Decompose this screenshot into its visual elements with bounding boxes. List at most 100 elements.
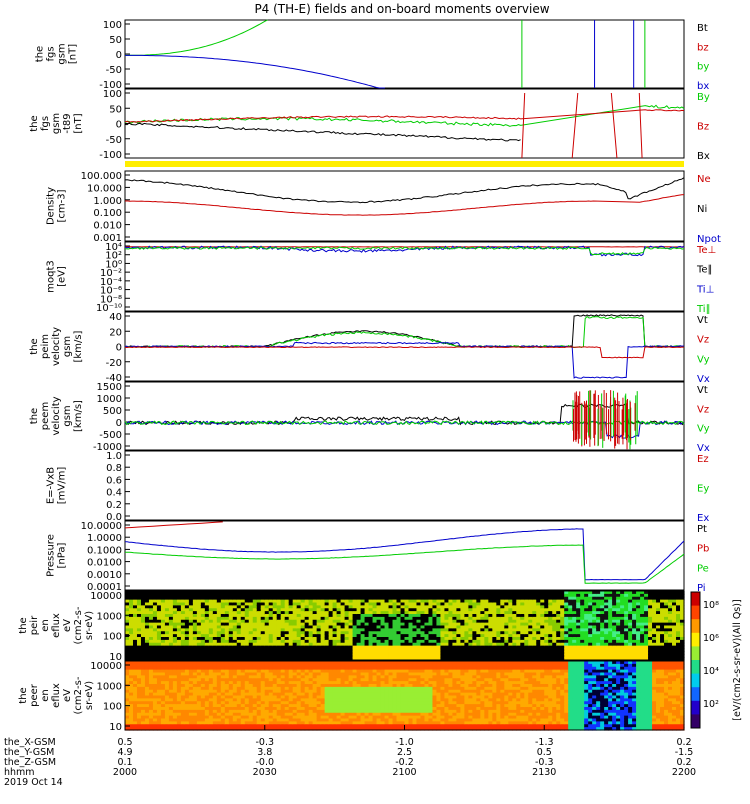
y-tick-label: -50 bbox=[106, 135, 122, 146]
y-axis-label-line: [cm-3] bbox=[57, 189, 68, 222]
y-tick-label: 10000 bbox=[90, 591, 122, 602]
y-tick-label: 0.100 bbox=[93, 208, 122, 219]
legend-Vy: Vy bbox=[697, 354, 710, 365]
y-axis-label-line: sr-eV) bbox=[84, 611, 95, 640]
legend-Ez: Ez bbox=[697, 454, 709, 465]
y-axis-label-line: velocity bbox=[51, 327, 62, 366]
y-tick-label: 40 bbox=[109, 312, 122, 323]
y-tick-label: -50 bbox=[106, 65, 122, 76]
legend-Vx: Vx bbox=[697, 443, 710, 454]
y-tick-label: 500 bbox=[103, 406, 122, 417]
y-axis-label-line: gsm bbox=[62, 336, 73, 357]
y-axis-label-line: [nT] bbox=[68, 44, 79, 64]
y-axis-label-line: E=-VxB bbox=[46, 467, 57, 504]
y-axis-label-line: peir bbox=[29, 615, 40, 635]
legend-Bx: Bx bbox=[697, 151, 710, 162]
y-tick-label: 0 bbox=[116, 50, 122, 61]
spectrogram-peer_spec bbox=[125, 661, 685, 731]
legend-bx: bx bbox=[697, 81, 709, 92]
y-tick-label: 100 bbox=[103, 20, 122, 31]
y-tick-label: 0.010 bbox=[93, 221, 122, 232]
y-tick-label: 100 bbox=[103, 632, 122, 643]
y-axis-label-line: the bbox=[35, 46, 46, 62]
legend-Vz: Vz bbox=[697, 404, 709, 415]
legend-Ne: Ne bbox=[697, 174, 711, 185]
y-axis-label-line: gsm bbox=[51, 113, 62, 134]
y-tick-label: 20 bbox=[109, 327, 122, 338]
y-tick-label: 0.0100 bbox=[87, 558, 122, 569]
y-tick-label: 10.000 bbox=[87, 183, 122, 194]
y-axis-label-line: moqt3 bbox=[46, 260, 57, 293]
y-tick-label: 1000 bbox=[97, 611, 122, 622]
y-axis-label-line: fgs bbox=[46, 46, 57, 61]
y-tick-label: -100 bbox=[99, 150, 122, 161]
y-axis-label-line: eflux bbox=[51, 613, 62, 638]
y-axis-label-line: [nPa] bbox=[57, 542, 68, 568]
y-axis-label-line: velocity bbox=[51, 396, 62, 435]
spectrogram-peir_spec bbox=[125, 591, 685, 661]
y-tick-label: 0.4 bbox=[106, 488, 122, 499]
legend-By: By bbox=[697, 92, 710, 103]
y-axis-label-line: Density bbox=[46, 187, 57, 225]
legend-Ti⊥: Ti⊥ bbox=[696, 284, 714, 295]
panel-frame bbox=[125, 171, 684, 241]
y-tick-label: 50 bbox=[109, 35, 122, 46]
y-tick-label: 100 bbox=[103, 89, 122, 100]
panel-temperature: 10⁴10²10⁰10⁻²10⁻⁴10⁻⁶10⁻⁸10⁻¹⁰moqt3[eV]T… bbox=[46, 242, 717, 315]
legend-Bz: Bz bbox=[697, 122, 709, 133]
panel-frame bbox=[125, 451, 684, 520]
y-axis-label-line: [mV/m] bbox=[57, 467, 68, 505]
y-axis-label-line: gsm bbox=[57, 43, 68, 64]
y-tick-label: 0 bbox=[116, 418, 122, 429]
panel-frame bbox=[125, 242, 684, 311]
y-tick-label: -20 bbox=[106, 358, 122, 369]
panel-density: 100.00010.0001.0000.1000.0100.001Density… bbox=[46, 171, 721, 245]
y-tick-label: 1000 bbox=[97, 394, 122, 405]
y-axis-label-line: the bbox=[29, 408, 40, 424]
y-tick-label: 1.000 bbox=[93, 196, 122, 207]
y-tick-label: 10.0000 bbox=[81, 521, 122, 532]
legend-Vt: Vt bbox=[697, 315, 708, 326]
legend-Ex: Ex bbox=[697, 513, 709, 524]
y-tick-label: 0.1000 bbox=[87, 545, 122, 556]
legend-by: by bbox=[697, 62, 709, 73]
y-axis-label-line: peem bbox=[40, 402, 51, 430]
y-axis-label-line: -t89 bbox=[62, 113, 73, 133]
y-axis-label: Pressure[nPa] bbox=[46, 534, 68, 577]
data-gap-bar bbox=[125, 161, 684, 167]
figure-title: P4 (TH-E) fields and on-board moments ov… bbox=[254, 2, 549, 16]
legend-Pe: Pe bbox=[697, 563, 709, 574]
legend-Vt: Vt bbox=[697, 385, 708, 396]
legend-Vz: Vz bbox=[697, 335, 709, 346]
y-axis-label-line: fgs bbox=[40, 116, 51, 131]
legend-Pt: Pt bbox=[697, 524, 707, 535]
y-tick-label: 1500 bbox=[97, 382, 122, 393]
y-tick-label: 0.8 bbox=[106, 463, 122, 474]
legend-Vx: Vx bbox=[697, 374, 710, 385]
y-axis-label-line: [km/s] bbox=[73, 330, 84, 362]
legend-Ey: Ey bbox=[697, 484, 709, 495]
legend-Te⊥: Te⊥ bbox=[696, 245, 716, 256]
legend-Ni: Ni bbox=[697, 204, 707, 215]
y-axis-label-line: eV bbox=[62, 619, 73, 632]
y-axis-label: Density[cm-3] bbox=[46, 187, 68, 225]
y-axis-label-line: [eV] bbox=[57, 266, 68, 287]
y-axis-label-line: the bbox=[29, 338, 40, 354]
y-tick-label: 0.0010 bbox=[87, 570, 122, 581]
legend-Te∥: Te∥ bbox=[696, 265, 713, 276]
legend-Bt: Bt bbox=[697, 23, 708, 34]
panel-frame bbox=[125, 89, 684, 158]
y-axis-label-line: [km/s] bbox=[73, 400, 84, 432]
y-tick-label: 0 bbox=[116, 120, 122, 131]
legend-Npot: Npot bbox=[697, 234, 721, 245]
